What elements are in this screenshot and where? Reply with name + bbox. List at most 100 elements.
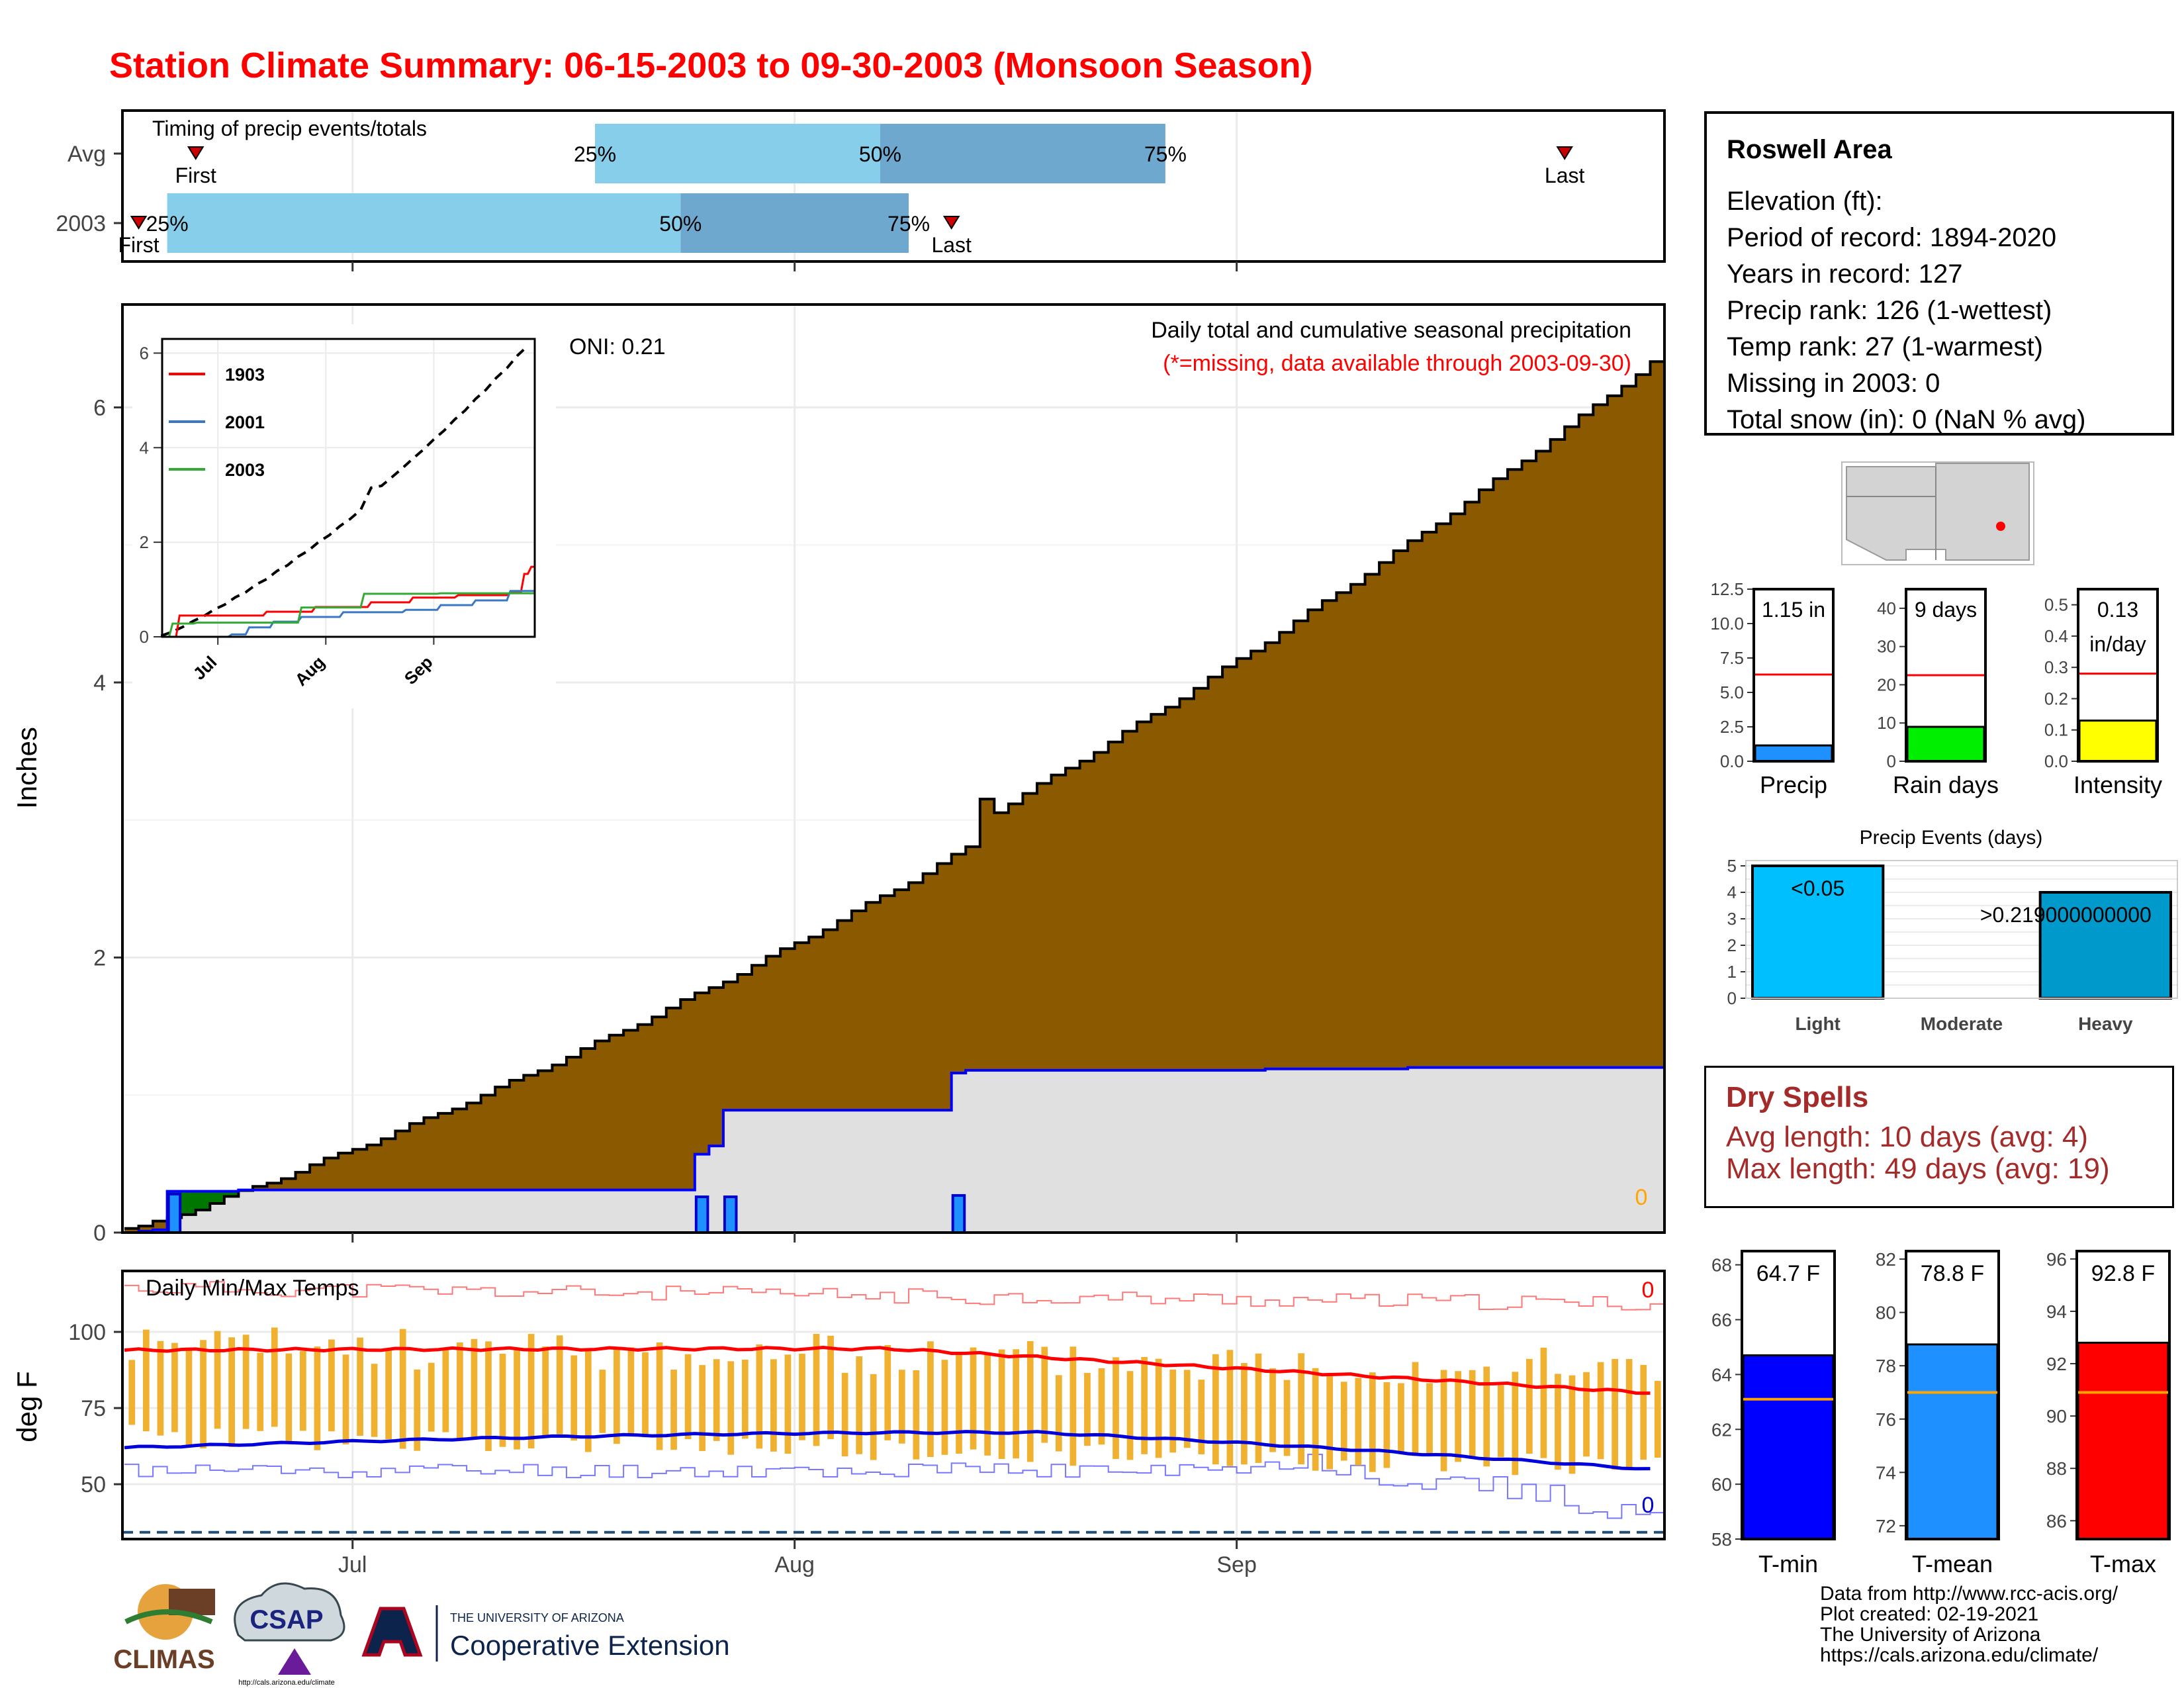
csap-logo-text: CSAP (250, 1605, 323, 1634)
temp-bar-ytick-label: 80 (1876, 1303, 1896, 1323)
timing-bar-q2 (880, 124, 1165, 183)
mini-bar-ytick-label: 10.0 (1710, 614, 1744, 633)
daily-temp-bar (242, 1335, 250, 1429)
mini-bar-ytick-label: 5.0 (1720, 682, 1744, 702)
timing-marker-label: Last (931, 233, 972, 257)
station-location-marker (1996, 522, 2005, 531)
daily-temp-bar (1255, 1353, 1262, 1463)
mini-bar-ytick-label: 7.5 (1720, 648, 1744, 668)
daily-temp-bar (556, 1335, 563, 1434)
temp-bar-ytick-label: 58 (1711, 1529, 1732, 1550)
mini-bar-ytick-label: 30 (1877, 637, 1896, 657)
temp-bar-value-text: 78.8 F (1921, 1261, 1984, 1286)
daily-temp-bar (1069, 1346, 1077, 1466)
daily-temp-bar (699, 1365, 706, 1452)
temp-bar-ytick-label: 88 (2046, 1458, 2067, 1479)
daily-temp-bar (970, 1347, 977, 1450)
daily-temp-bar (1497, 1385, 1504, 1458)
mini-bar-value (2078, 720, 2158, 763)
precip-ytick-label: 0 (93, 1221, 106, 1246)
timing-p50-label: 50% (859, 142, 901, 166)
daily-temp-bar (1113, 1357, 1119, 1460)
temp-bar-label: T-min (1758, 1550, 1818, 1577)
daily-temp-bar (271, 1327, 278, 1427)
mini-bar-ytick-label: 0.0 (2044, 751, 2068, 771)
daily-temp-bar (1312, 1368, 1319, 1471)
dry-spells-max: Max length: 49 days (avg: 19) (1726, 1152, 2110, 1185)
daily-temp-bar (799, 1353, 805, 1440)
daily-temp-bar (570, 1355, 578, 1441)
timing-p25-label: 25% (574, 142, 616, 166)
daily-temp-bar (1041, 1346, 1048, 1443)
map-region (1846, 463, 2030, 561)
temp-bar-ytick-label: 72 (1876, 1516, 1896, 1536)
mini-bar-border (1905, 588, 1987, 763)
daily-temp-bar (527, 1334, 535, 1449)
temp-bar-value (1742, 1354, 1835, 1540)
daily-temp-bar (1483, 1366, 1490, 1467)
mini-bar-ytick-label: 0.0 (1720, 751, 1744, 771)
inset-ytick-label: 4 (140, 438, 149, 457)
daily-temp-bar (1597, 1362, 1604, 1460)
events-ytick-label: 5 (1727, 856, 1737, 876)
station-name: Roswell Area (1727, 135, 1892, 164)
daily-temp-bar (471, 1338, 478, 1438)
events-title: Precip Events (days) (1860, 827, 2043, 849)
events-ytick-label: 3 (1727, 909, 1737, 929)
daily-temp-bar (1198, 1380, 1205, 1454)
temps-ytick-label: 50 (81, 1472, 106, 1497)
temp-bar-ytick-label: 68 (1711, 1255, 1732, 1276)
record-min-line (124, 1454, 1664, 1519)
daily-temp-bar (485, 1341, 492, 1451)
temp-bar-ytick-label: 62 (1711, 1419, 1732, 1440)
mini-bar-ytick-label: 10 (1877, 713, 1896, 733)
daily-temp-bar (741, 1359, 749, 1439)
daily-precip-bar (723, 1195, 738, 1234)
daily-temp-bar (956, 1352, 962, 1454)
csap-logo: CSAP http://cals.arizona.edu/climate (234, 1582, 345, 1687)
temps-title: Daily Min/Max Temps (146, 1276, 359, 1301)
daily-temp-bar (684, 1354, 692, 1440)
daily-temp-bar (428, 1362, 435, 1432)
climas-logo-text: CLIMAS (113, 1645, 214, 1674)
mini-bar-value (1906, 726, 1985, 763)
temp-bar-ytick-label: 74 (1876, 1462, 1896, 1483)
daily-temp-bar (898, 1370, 905, 1444)
daily-temp-bar (1426, 1383, 1433, 1454)
daily-temp-bar (756, 1344, 763, 1449)
daily-temp-bar (342, 1354, 349, 1444)
daily-temp-bar (1126, 1371, 1134, 1460)
daily-temp-bar (941, 1360, 948, 1455)
temp-bar-value-text: 64.7 F (1756, 1261, 1820, 1286)
daily-temp-bar (1612, 1358, 1618, 1470)
daily-temp-bar (856, 1356, 863, 1454)
mini-bar-ytick-label: 0.5 (2044, 595, 2068, 615)
timing-marker (942, 216, 960, 230)
mini-bar-value-text: 0.13 (2097, 598, 2138, 622)
mini-bar-label: Precip (1760, 771, 1827, 798)
station-precip-rank: Precip rank: 126 (1-wettest) (1727, 296, 2052, 325)
daily-temp-bar (1212, 1354, 1219, 1465)
timing-bar-q2 (680, 193, 909, 253)
precip-ytick-label: 6 (93, 395, 106, 420)
temps-xtick-label: Aug (774, 1552, 815, 1577)
daily-temp-bar (984, 1354, 991, 1456)
temp-bar-label: T-mean (1912, 1550, 1993, 1577)
mini-bar-ytick-label: 0.1 (2044, 720, 2068, 740)
timing-marker (1556, 146, 1573, 160)
mini-bar-value-text: 9 days (1915, 598, 1977, 622)
daily-temp-bar (257, 1352, 264, 1431)
daily-temp-bar (998, 1349, 1005, 1459)
precip-ytick-label: 2 (93, 945, 106, 970)
timing-bar-q1 (167, 193, 681, 253)
timing-marker-label: Last (1545, 164, 1585, 187)
dry-spells-title: Dry Spells (1726, 1081, 1869, 1113)
daily-temp-bar (1625, 1359, 1633, 1469)
temp-bar-ytick-label: 96 (2046, 1249, 2067, 1270)
daily-temp-bar (1169, 1369, 1177, 1453)
daily-temp-bar (642, 1352, 649, 1438)
daily-temp-bar (514, 1348, 520, 1450)
timing-p75-label: 75% (887, 212, 930, 236)
daily-temp-bar (1084, 1373, 1091, 1446)
events-category-label: Moderate (1921, 1013, 2003, 1034)
